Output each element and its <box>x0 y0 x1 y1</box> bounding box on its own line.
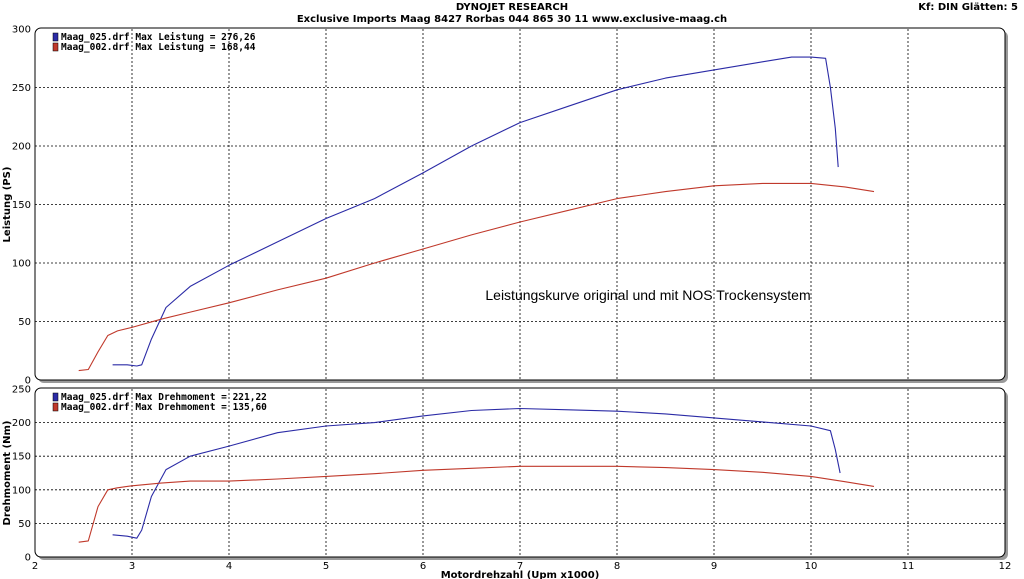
y-tick-label: 200 <box>12 418 31 429</box>
chart-annotation: Leistungskurve original und mit NOS Troc… <box>485 287 810 303</box>
chart-title: DYNOJET RESEARCH <box>455 2 569 13</box>
x-tick-label: 9 <box>711 561 717 572</box>
y-tick-label: 0 <box>25 376 31 387</box>
x-tick-label: 5 <box>323 561 329 572</box>
x-axis-label: Motordrehzahl (Upm x1000) <box>441 570 600 579</box>
legend-label: Maag_002.drf Max Drehmoment = 135,60 <box>61 402 267 413</box>
x-tick-label: 7 <box>517 561 523 572</box>
y-tick-label: 300 <box>12 25 31 36</box>
x-tick-label: 8 <box>614 561 620 572</box>
x-tick-label: 10 <box>805 561 818 572</box>
legend-label: Maag_025.drf Max Leistung = 276,26 <box>61 32 256 43</box>
x-tick-label: 4 <box>226 561 232 572</box>
y-tick-label: 0 <box>25 553 31 564</box>
y-axis-label: Leistung (PS) <box>2 167 13 243</box>
series-line <box>112 407 841 539</box>
y-tick-label: 50 <box>18 317 31 328</box>
x-tick-label: 12 <box>999 561 1012 572</box>
legend-label: Maag_002.drf Max Leistung = 168,44 <box>61 42 256 53</box>
y-tick-label: 250 <box>12 385 31 396</box>
series-line <box>112 56 839 367</box>
series-line <box>78 182 875 372</box>
settings-label: Kf: DIN Glätten: 5 <box>918 2 1018 13</box>
legend-label: Maag_025.drf Max Drehmoment = 221,22 <box>61 392 267 403</box>
series-line <box>78 465 875 543</box>
legend-swatch <box>52 392 59 402</box>
x-tick-label: 6 <box>420 561 426 572</box>
x-tick-label: 11 <box>902 561 915 572</box>
legend-swatch <box>52 402 59 412</box>
y-tick-label: 100 <box>12 259 31 270</box>
chart-subtitle: Exclusive Imports Maag 8427 Rorbas 044 8… <box>296 14 728 25</box>
y-tick-label: 250 <box>12 83 31 94</box>
panel-frame <box>34 387 1006 558</box>
y-tick-label: 150 <box>12 452 31 463</box>
y-tick-label: 200 <box>12 142 31 153</box>
legend-swatch <box>52 32 59 42</box>
y-tick-label: 100 <box>12 485 31 496</box>
y-tick-label: 150 <box>12 200 31 211</box>
panel-frame <box>34 27 1006 381</box>
legend-swatch <box>52 42 59 52</box>
x-tick-label: 2 <box>32 561 38 572</box>
y-axis-label: Drehmoment (Nm) <box>2 421 13 526</box>
y-tick-label: 50 <box>18 519 31 530</box>
x-tick-label: 3 <box>129 561 135 572</box>
